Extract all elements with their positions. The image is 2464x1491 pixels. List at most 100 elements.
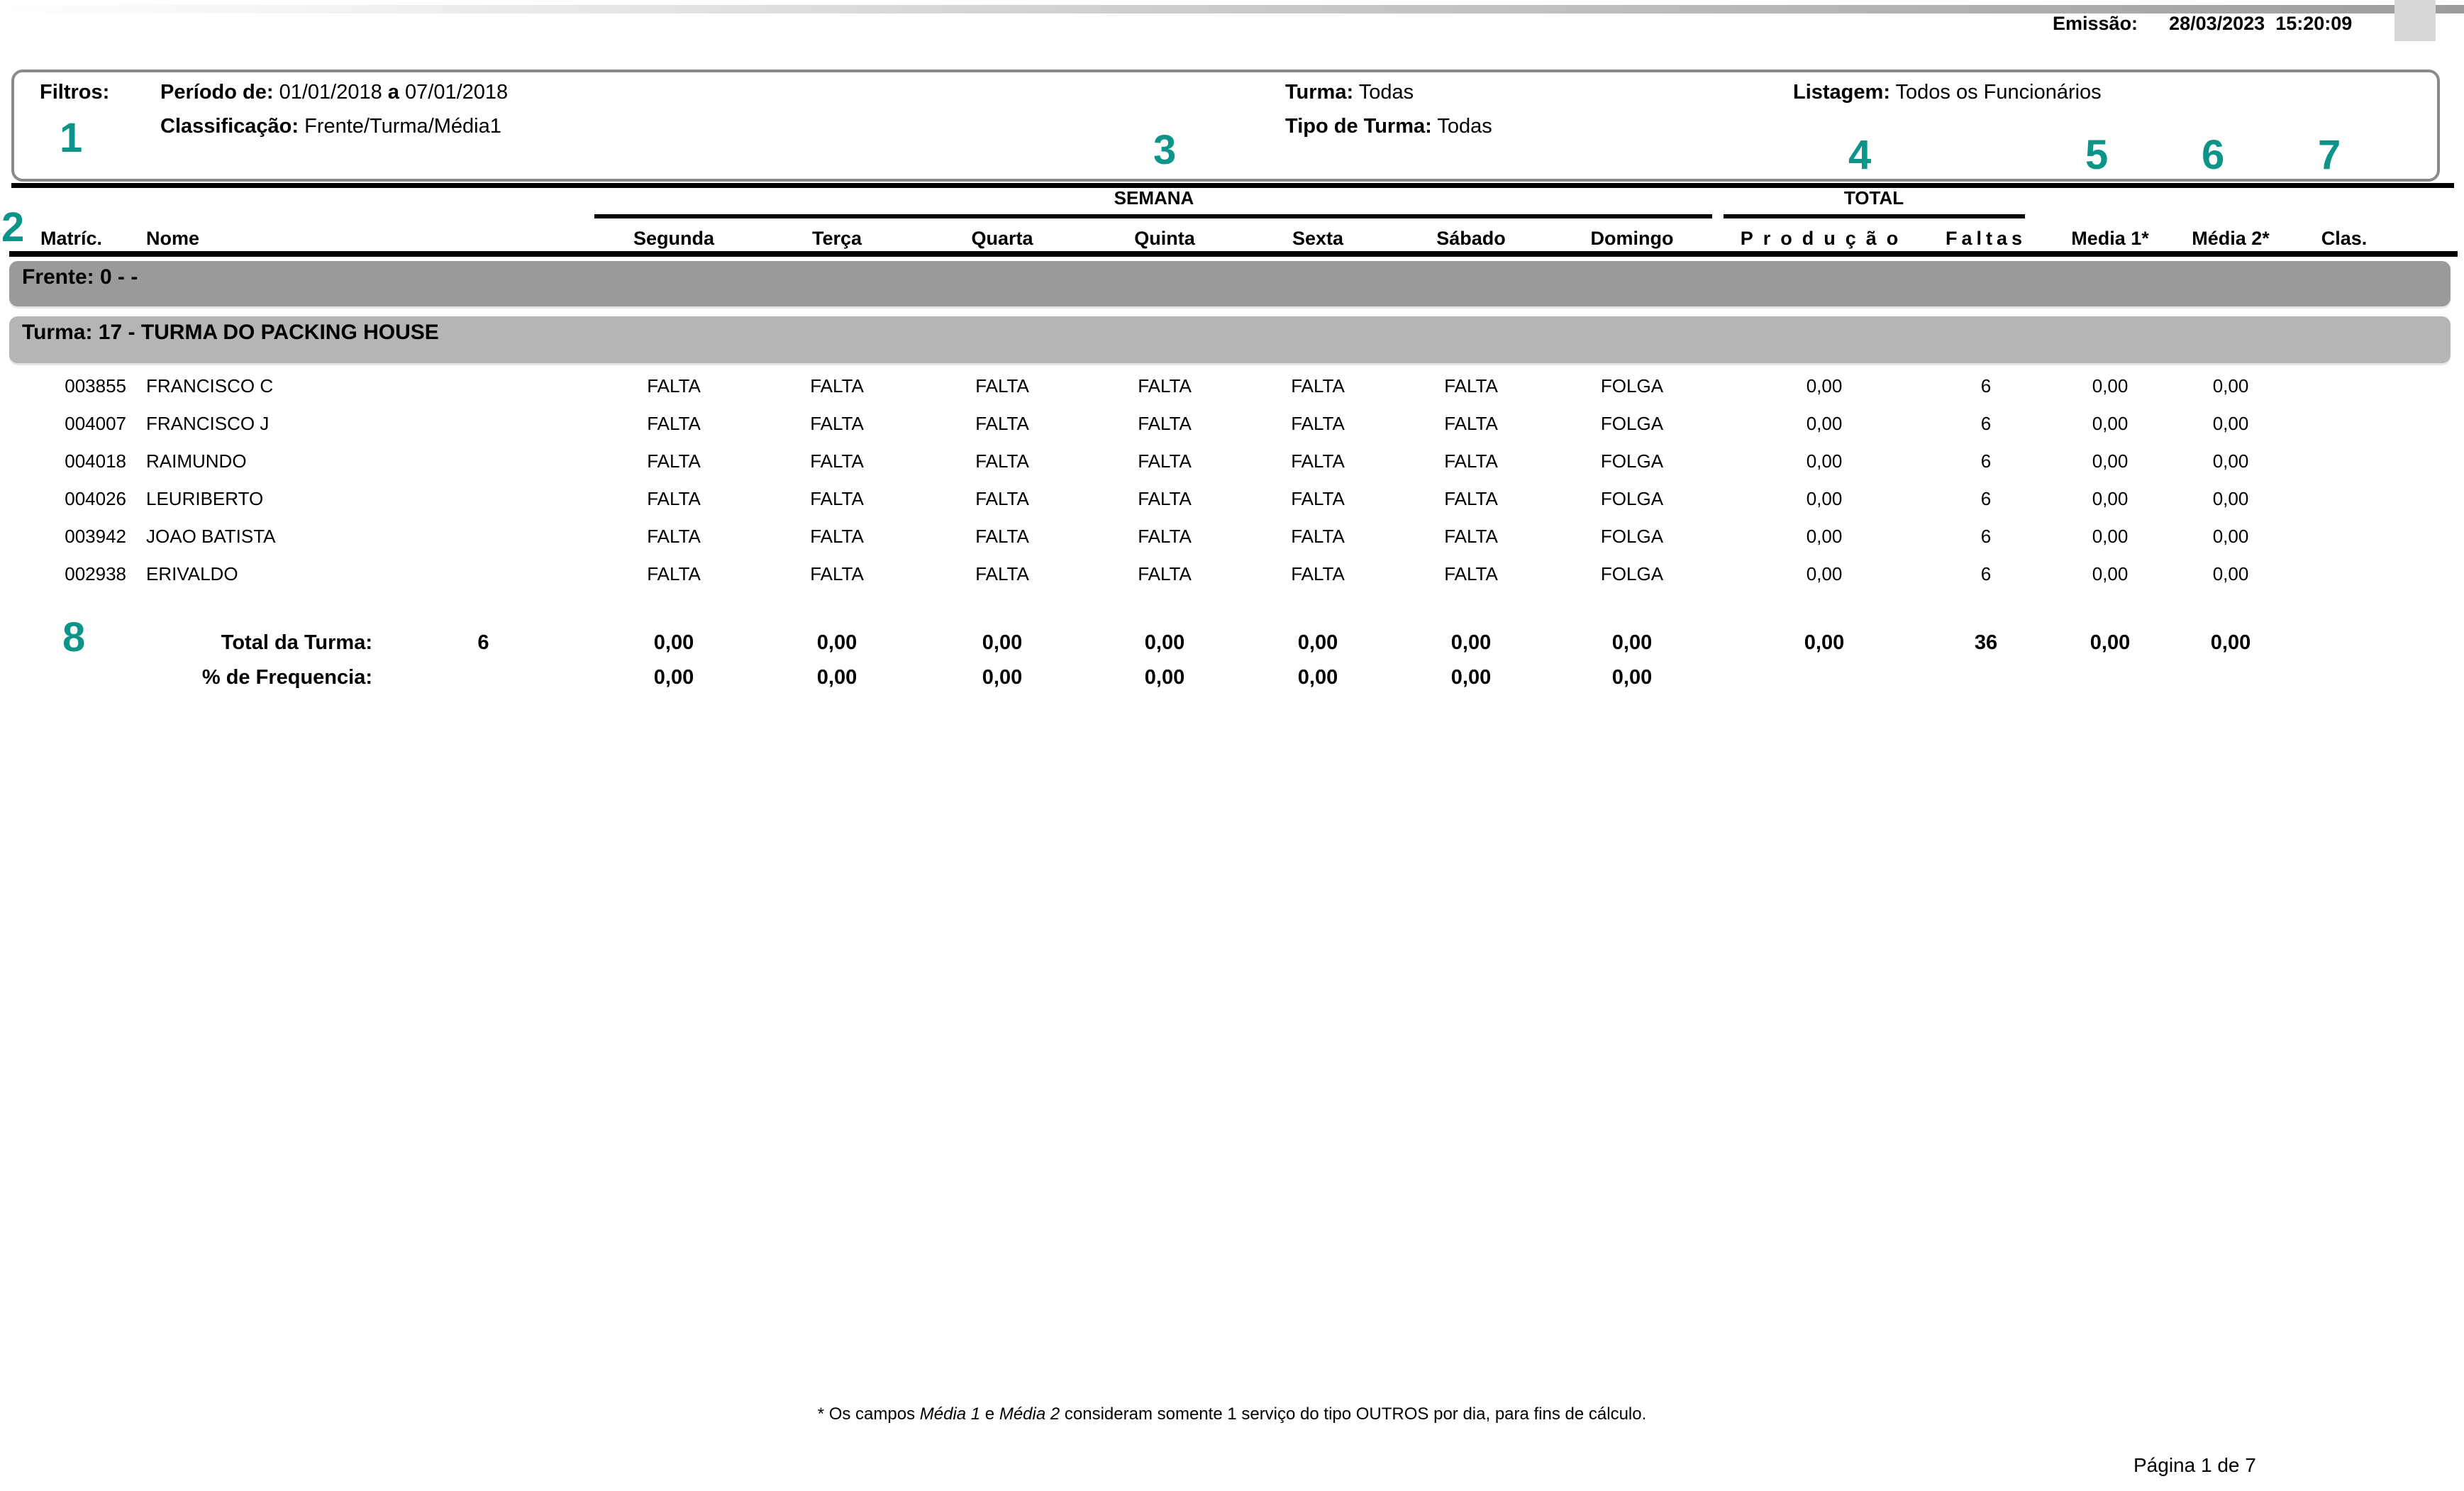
table-row: 003942 JOAO BATISTA FALTA FALTA FALTA FA… — [0, 518, 2439, 555]
media1-cell: 0,00 — [2092, 450, 2129, 472]
freq-day-cell: 0,00 — [1144, 665, 1185, 689]
day-cell: FALTA — [1444, 413, 1498, 434]
total-day-cell: 0,00 — [653, 631, 694, 654]
filter-tipo-turma: Tipo de Turma: Todas — [1285, 115, 1492, 138]
producao-cell: 0,00 — [1806, 563, 1843, 584]
footnote-media2: Média 2 — [999, 1404, 1060, 1424]
day-cell: FALTA — [1138, 488, 1192, 509]
day-cell: FALTA — [1138, 375, 1192, 397]
day-cell: FALTA — [1138, 450, 1192, 472]
day-cell: FALTA — [810, 563, 864, 584]
faltas-cell: 6 — [1980, 413, 1992, 434]
frequencia-row: % de Frequencia: 0,00 0,00 0,00 0,00 0,0… — [0, 660, 2464, 695]
freq-day-cell: 0,00 — [816, 665, 858, 689]
freq-day-cell: 0,00 — [982, 665, 1023, 689]
day-cell: FALTA — [647, 450, 701, 472]
day-cell: FALTA — [647, 413, 701, 434]
freq-day-cell: 0,00 — [1297, 665, 1338, 689]
day-cell: FALTA — [975, 450, 1029, 472]
day-cell: FALTA — [975, 375, 1029, 397]
header-nome: Nome — [146, 228, 200, 249]
media2-cell: 0,00 — [2212, 563, 2249, 584]
nome-cell: FRANCISCO C — [146, 375, 274, 397]
matricula-cell: 003855 — [65, 375, 126, 397]
frequencia-label-cell: % de Frequencia: — [25, 666, 594, 689]
emission-datetime: 28/03/2023 15:20:09 — [2169, 13, 2353, 34]
day-cell: FALTA — [975, 526, 1029, 547]
day-cell: FALTA — [975, 563, 1029, 584]
header-matric: Matríc. — [40, 228, 103, 249]
annotation-2: 2 — [1, 204, 25, 250]
total-count: 6 — [477, 631, 489, 654]
annotation-6: 6 — [2202, 132, 2225, 178]
filter-listagem: Listagem: Todos os Funcionários — [1793, 81, 2102, 104]
header-media1: Media 1* — [2071, 228, 2149, 249]
day-cell: FOLGA — [1600, 375, 1664, 397]
day-cell: FALTA — [1291, 450, 1345, 472]
day-cell: FALTA — [1138, 563, 1192, 584]
annotation-5: 5 — [2085, 132, 2109, 178]
table-row: 004026 LEURIBERTO FALTA FALTA FALTA FALT… — [0, 480, 2439, 518]
media2-cell: 0,00 — [2212, 450, 2249, 472]
producao-cell: 0,00 — [1806, 450, 1843, 472]
day-cell: FOLGA — [1600, 526, 1664, 547]
faltas-cell: 6 — [1980, 375, 1992, 397]
faltas-cell: 6 — [1980, 563, 1992, 584]
day-cell: FALTA — [647, 526, 701, 547]
day-cell: FALTA — [1444, 563, 1498, 584]
day-cell: FALTA — [1291, 375, 1345, 397]
total-media1-cell: 0,00 — [2090, 631, 2131, 654]
day-cell: FALTA — [1444, 375, 1498, 397]
media2-cell: 0,00 — [2212, 375, 2249, 397]
table-row: 004018 RAIMUNDO FALTA FALTA FALTA FALTA … — [0, 443, 2439, 480]
total-day-cell: 0,00 — [1144, 631, 1185, 654]
matricula-cell: 003942 — [65, 526, 126, 547]
total-day-cell: 0,00 — [982, 631, 1023, 654]
total-day-cell: 0,00 — [1297, 631, 1338, 654]
header-quinta: Quinta — [1134, 228, 1195, 249]
page-number: Página 1 de 7 — [2133, 1454, 2256, 1476]
header-producao: Produção — [1740, 228, 1909, 249]
table-row: 002938 ERIVALDO FALTA FALTA FALTA FALTA … — [0, 555, 2439, 593]
total-label: Total da Turma: — [221, 631, 372, 654]
day-cell: FOLGA — [1600, 413, 1664, 434]
freq-day-cell: 0,00 — [1450, 665, 1492, 689]
faltas-cell: 6 — [1980, 450, 1992, 472]
freq-day-cell: 0,00 — [1611, 665, 1653, 689]
matricula-cell: 004018 — [65, 450, 126, 472]
rule-header-bottom — [9, 251, 2458, 257]
filter-turma: Turma: Todas — [1285, 81, 1414, 104]
table-header-row: Matríc. Nome Segunda Terça Quarta Quinta… — [0, 217, 2464, 251]
total-underline — [1724, 214, 2025, 218]
day-cell: FALTA — [1291, 413, 1345, 434]
day-cell: FALTA — [810, 413, 864, 434]
media2-cell: 0,00 — [2212, 526, 2249, 547]
day-cell: FALTA — [647, 375, 701, 397]
rule-top — [11, 183, 2454, 188]
table-body: 003855 FRANCISCO C FALTA FALTA FALTA FAL… — [0, 367, 2439, 593]
day-cell: FALTA — [647, 563, 701, 584]
day-cell: FALTA — [975, 413, 1029, 434]
total-group-label: TOTAL — [1843, 187, 1904, 209]
header-clas: Clas. — [2321, 228, 2368, 249]
table-row: 003855 FRANCISCO C FALTA FALTA FALTA FAL… — [0, 367, 2439, 405]
annotation-1: 1 — [60, 115, 83, 161]
window-edge-artifact — [0, 5, 2464, 13]
corner-artifact — [2394, 0, 2436, 41]
total-day-cell: 0,00 — [816, 631, 858, 654]
semana-group-label: SEMANA — [1114, 187, 1194, 209]
day-cell: FALTA — [810, 450, 864, 472]
total-label-cell: Total da Turma: 6 — [25, 631, 594, 655]
header-quarta: Quarta — [971, 228, 1033, 249]
producao-cell: 0,00 — [1806, 488, 1843, 509]
table-row: 004007 FRANCISCO J FALTA FALTA FALTA FAL… — [0, 405, 2439, 443]
producao-cell: 0,00 — [1806, 413, 1843, 434]
header-faltas: Faltas — [1945, 228, 2027, 249]
total-day-cell: 0,00 — [1611, 631, 1653, 654]
day-cell: FALTA — [1444, 526, 1498, 547]
header-domingo: Domingo — [1590, 228, 1674, 249]
nome-cell: RAIMUNDO — [146, 450, 247, 472]
filters-title: Filtros: — [40, 81, 110, 104]
media1-cell: 0,00 — [2092, 375, 2129, 397]
